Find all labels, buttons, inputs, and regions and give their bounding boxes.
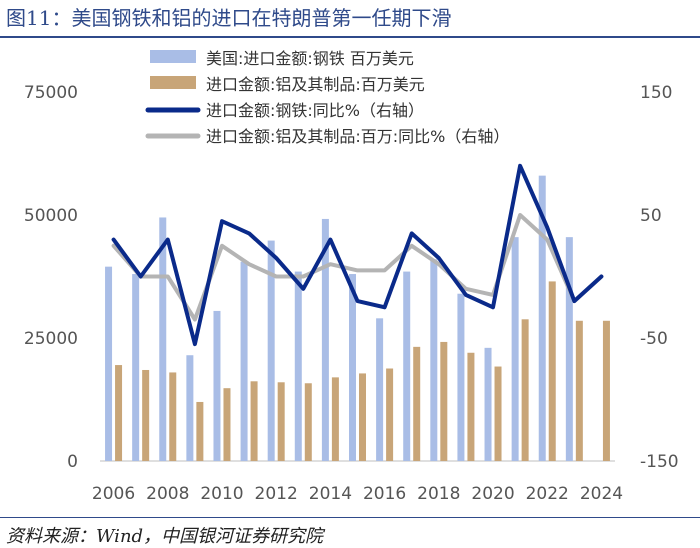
axis-layer: 75000 50000 25000 0 150 50 -50 -150 2006 2008 2010… xyxy=(24,83,679,504)
y-left-tick-label: 0 xyxy=(67,452,78,472)
bar xyxy=(511,237,519,461)
bar xyxy=(376,318,384,461)
bar xyxy=(602,320,610,461)
bar xyxy=(484,347,492,461)
y-left-tick-label: 25000 xyxy=(24,329,78,349)
bar xyxy=(304,383,312,461)
legend-label: 进口金额:钢铁:同比%（右轴） xyxy=(206,101,424,120)
x-tick-label: 2018 xyxy=(417,484,460,504)
y-left-tick-label: 50000 xyxy=(24,206,78,226)
bar xyxy=(267,240,275,461)
x-tick-label: 2012 xyxy=(255,484,298,504)
bar xyxy=(565,237,573,461)
x-tick-label: 2024 xyxy=(580,484,623,504)
title-divider xyxy=(0,36,700,38)
x-tick-label: 2014 xyxy=(309,484,352,504)
bar xyxy=(169,372,177,461)
bar xyxy=(294,271,302,461)
bar xyxy=(457,293,465,461)
bar xyxy=(331,377,339,461)
bar xyxy=(196,401,204,461)
bar xyxy=(521,319,529,461)
chart-title: 图11：美国钢铁和铝的进口在特朗普第一任期下滑 xyxy=(6,6,452,30)
line-layer xyxy=(111,163,604,347)
x-tick-label: 2008 xyxy=(146,484,189,504)
bar xyxy=(403,271,411,461)
x-tick-label: 2020 xyxy=(471,484,514,504)
bar xyxy=(321,218,329,461)
y-left-tick-label: 75000 xyxy=(24,83,78,103)
bar xyxy=(105,266,113,461)
bar xyxy=(467,352,475,461)
series-line xyxy=(111,163,604,347)
bar xyxy=(538,175,546,461)
bar xyxy=(440,341,448,461)
bar xyxy=(159,217,167,461)
x-tick-label: 2016 xyxy=(363,484,406,504)
bar xyxy=(548,281,556,461)
bar xyxy=(132,274,140,461)
legend-swatch xyxy=(150,76,196,89)
bar xyxy=(186,355,194,461)
bar xyxy=(250,381,258,461)
legend-swatch xyxy=(150,50,196,63)
legend: 美国:进口金额:钢铁 百万美元进口金额:铝及其制品:百万美元进口金额:钢铁:同比… xyxy=(145,49,509,146)
bar xyxy=(223,388,231,461)
bar xyxy=(213,310,221,461)
bar xyxy=(115,365,123,461)
source-divider xyxy=(0,517,700,518)
source-note: 资料来源：Wind，中国银河证券研究院 xyxy=(6,526,324,547)
legend-label: 进口金额:铝及其制品:百万:同比%（右轴） xyxy=(206,127,509,146)
bar xyxy=(386,368,394,461)
bar xyxy=(359,373,366,461)
bar xyxy=(277,382,285,461)
y-right-tick-label: 50 xyxy=(640,206,662,226)
bar xyxy=(413,346,421,461)
bar xyxy=(349,274,356,461)
y-right-tick-label: -150 xyxy=(640,452,679,472)
bar xyxy=(575,320,583,461)
bar-layer xyxy=(105,175,610,461)
x-tick-label: 2022 xyxy=(526,484,569,504)
x-tick-label: 2006 xyxy=(92,484,135,504)
legend-label: 美国:进口金额:钢铁 百万美元 xyxy=(206,49,414,68)
y-right-tick-label: 150 xyxy=(640,83,672,103)
bar xyxy=(142,369,150,461)
bar xyxy=(430,259,438,461)
y-right-tick-label: -50 xyxy=(640,329,668,349)
legend-label: 进口金额:铝及其制品:百万美元 xyxy=(206,75,425,94)
x-tick-label: 2010 xyxy=(200,484,243,504)
series-line xyxy=(111,213,604,322)
bar xyxy=(494,366,502,461)
bar xyxy=(240,261,248,461)
